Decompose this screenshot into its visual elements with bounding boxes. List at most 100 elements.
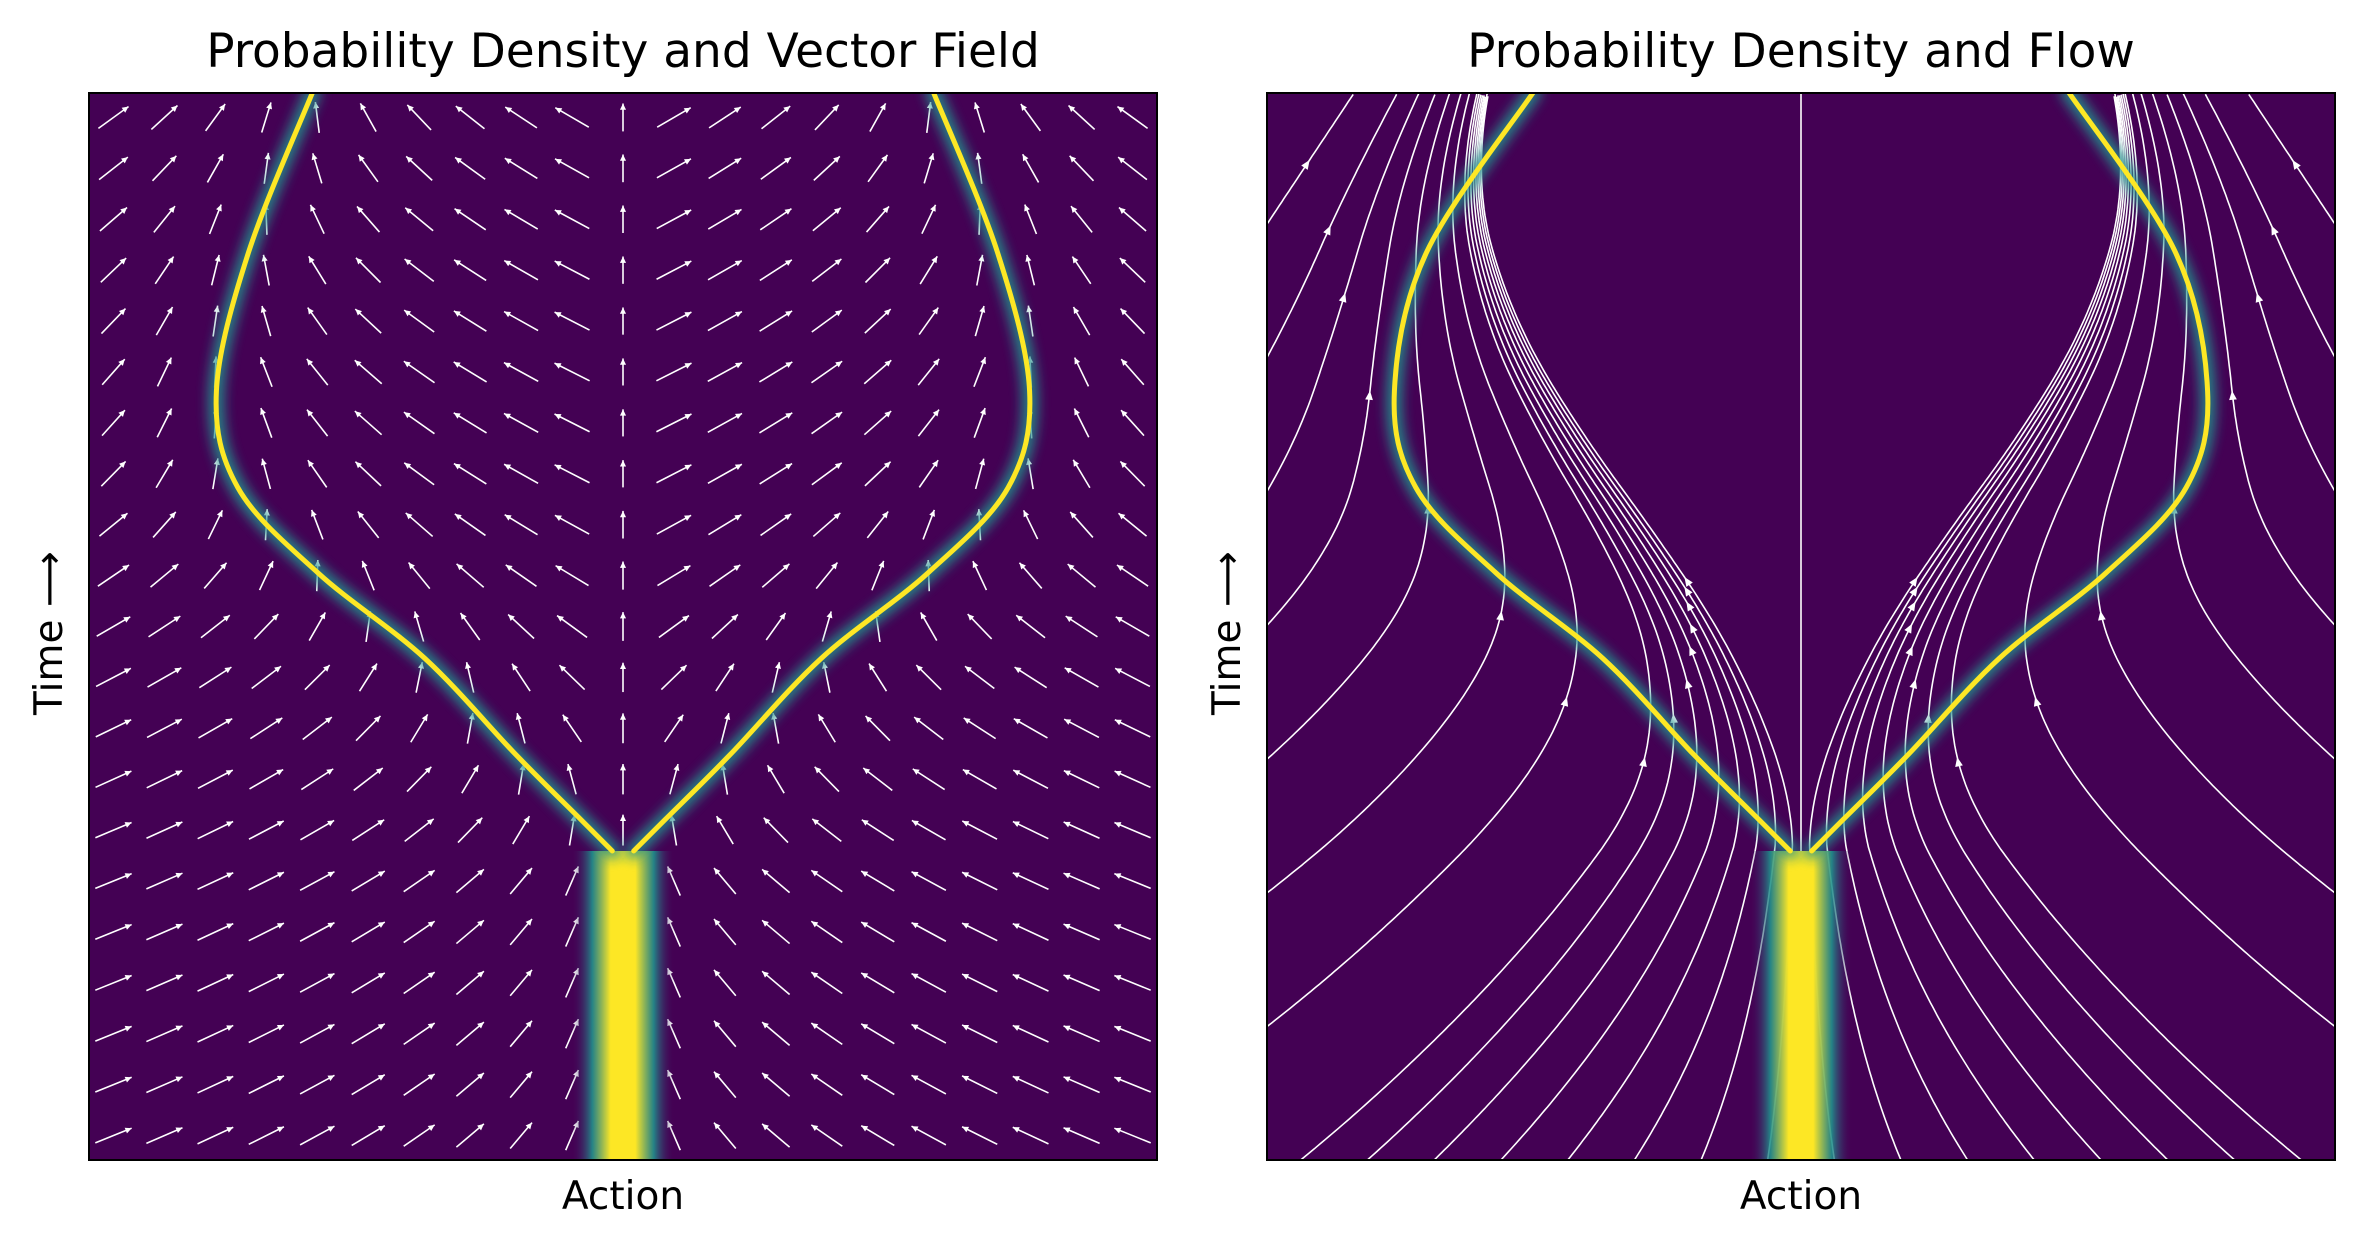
vector-arrowhead xyxy=(831,562,838,570)
vector-arrowhead xyxy=(884,411,892,418)
vector-arrow xyxy=(1012,1024,1049,1043)
vector-arrowhead xyxy=(503,362,511,369)
flow-streamline xyxy=(1266,93,1398,360)
vector-arrowhead xyxy=(835,412,843,419)
vector-arrow xyxy=(961,871,998,891)
vector-arrowhead xyxy=(1025,254,1032,262)
vector-arrowhead xyxy=(166,307,173,315)
vector-arrowhead xyxy=(1064,667,1072,674)
vector-arrowhead xyxy=(455,106,463,113)
vector-arrowhead xyxy=(863,767,871,775)
vector-arrowhead xyxy=(834,258,842,266)
vector-arrowhead xyxy=(377,819,385,826)
vector-arrowhead xyxy=(619,409,627,416)
vector-arrow xyxy=(148,615,181,638)
vector-arrowhead xyxy=(120,513,128,520)
vector-arrowhead xyxy=(784,208,792,215)
density-branch-core xyxy=(1391,92,1793,854)
vector-arrow xyxy=(554,362,590,382)
vector-arrowhead xyxy=(1020,104,1028,111)
vector-arrowhead xyxy=(118,359,125,366)
streamline-arrowhead xyxy=(1689,623,1698,634)
vector-arrowhead xyxy=(308,256,315,264)
vector-arrowhead xyxy=(175,1076,183,1083)
vector-arrow xyxy=(554,209,590,230)
vector-arrowhead xyxy=(311,509,317,517)
vector-arrowhead xyxy=(1114,1127,1122,1134)
vector-arrowhead xyxy=(119,258,127,265)
vector-arrow xyxy=(95,719,132,738)
vector-arrow xyxy=(299,1074,335,1095)
vector-arrowhead xyxy=(226,821,234,828)
vector-arrowhead xyxy=(413,611,420,619)
vector-arrow xyxy=(453,412,487,434)
vector-arrow xyxy=(503,310,539,332)
streamline-arrowhead xyxy=(1301,160,1310,170)
vector-arrow xyxy=(911,871,947,892)
vector-arrowhead xyxy=(170,105,178,112)
vector-arrow xyxy=(962,768,997,790)
vector-arrow xyxy=(860,1074,895,1096)
vector-arrowhead xyxy=(1014,667,1022,674)
vector-arrowhead xyxy=(962,974,970,980)
vector-arrowhead xyxy=(619,460,627,467)
vector-arrow xyxy=(351,1124,386,1147)
vector-arrowhead xyxy=(1114,1025,1122,1032)
vector-arrowhead xyxy=(783,106,791,113)
vector-arrow xyxy=(453,462,487,485)
vector-arrowhead xyxy=(1121,359,1128,366)
flow-streamline xyxy=(1861,95,2127,1161)
vector-arrowhead xyxy=(123,668,131,674)
vector-arrowhead xyxy=(124,873,132,879)
vector-arrow xyxy=(504,106,538,129)
vector-arrow xyxy=(503,361,539,383)
vector-arrowhead xyxy=(833,512,841,520)
vector-arrow xyxy=(299,1125,335,1146)
streamline-arrowhead xyxy=(2229,390,2237,401)
vector-arrowhead xyxy=(276,872,284,878)
vector-arrow xyxy=(657,564,691,587)
vector-arrow xyxy=(656,362,692,382)
vector-arrowhead xyxy=(779,613,786,620)
vector-arrowhead xyxy=(427,972,435,979)
streamline-arrowhead xyxy=(1639,757,1647,767)
vector-arrowhead xyxy=(684,261,692,267)
vector-arrowhead xyxy=(168,206,176,213)
vector-arrowhead xyxy=(1024,204,1030,212)
vector-arrowhead xyxy=(763,817,771,825)
vector-arrowhead xyxy=(619,561,627,568)
vector-arrowhead xyxy=(713,1122,721,1130)
vector-arrow xyxy=(1114,923,1152,941)
vector-arrowhead xyxy=(377,871,385,877)
vector-arrowhead xyxy=(276,821,284,827)
vector-arrowhead xyxy=(928,153,935,161)
vector-arrow xyxy=(961,1126,998,1146)
vector-arrowhead xyxy=(911,1126,919,1132)
vector-arrowhead xyxy=(260,458,267,466)
vector-arrowhead xyxy=(276,923,284,929)
vector-arrowhead xyxy=(914,717,922,724)
vector-arrowhead xyxy=(557,615,564,622)
vector-arrow xyxy=(911,1023,947,1044)
vector-arrowhead xyxy=(276,1075,284,1082)
vector-arrowhead xyxy=(834,310,842,317)
vector-arrowhead xyxy=(124,1076,132,1083)
vector-arrowhead xyxy=(916,665,923,672)
vector-arrowhead xyxy=(1022,154,1029,162)
vector-arrowhead xyxy=(911,871,919,878)
vector-arrowhead xyxy=(377,922,385,928)
vector-arrow xyxy=(1063,974,1100,992)
vector-arrowhead xyxy=(811,1073,819,1081)
vector-arrowhead xyxy=(357,206,364,214)
vector-arrowhead xyxy=(734,311,742,318)
vector-arrowhead xyxy=(167,256,174,264)
vector-arrow xyxy=(860,870,895,892)
vector-arrow xyxy=(708,514,742,536)
vector-arrowhead xyxy=(460,613,467,620)
vector-arrowhead xyxy=(962,923,970,929)
streamline-arrowhead xyxy=(1909,679,1917,689)
vector-arrowhead xyxy=(962,769,970,776)
vector-arrow xyxy=(911,819,946,841)
vector-arrowhead xyxy=(175,770,183,777)
vector-arrowhead xyxy=(271,614,279,621)
